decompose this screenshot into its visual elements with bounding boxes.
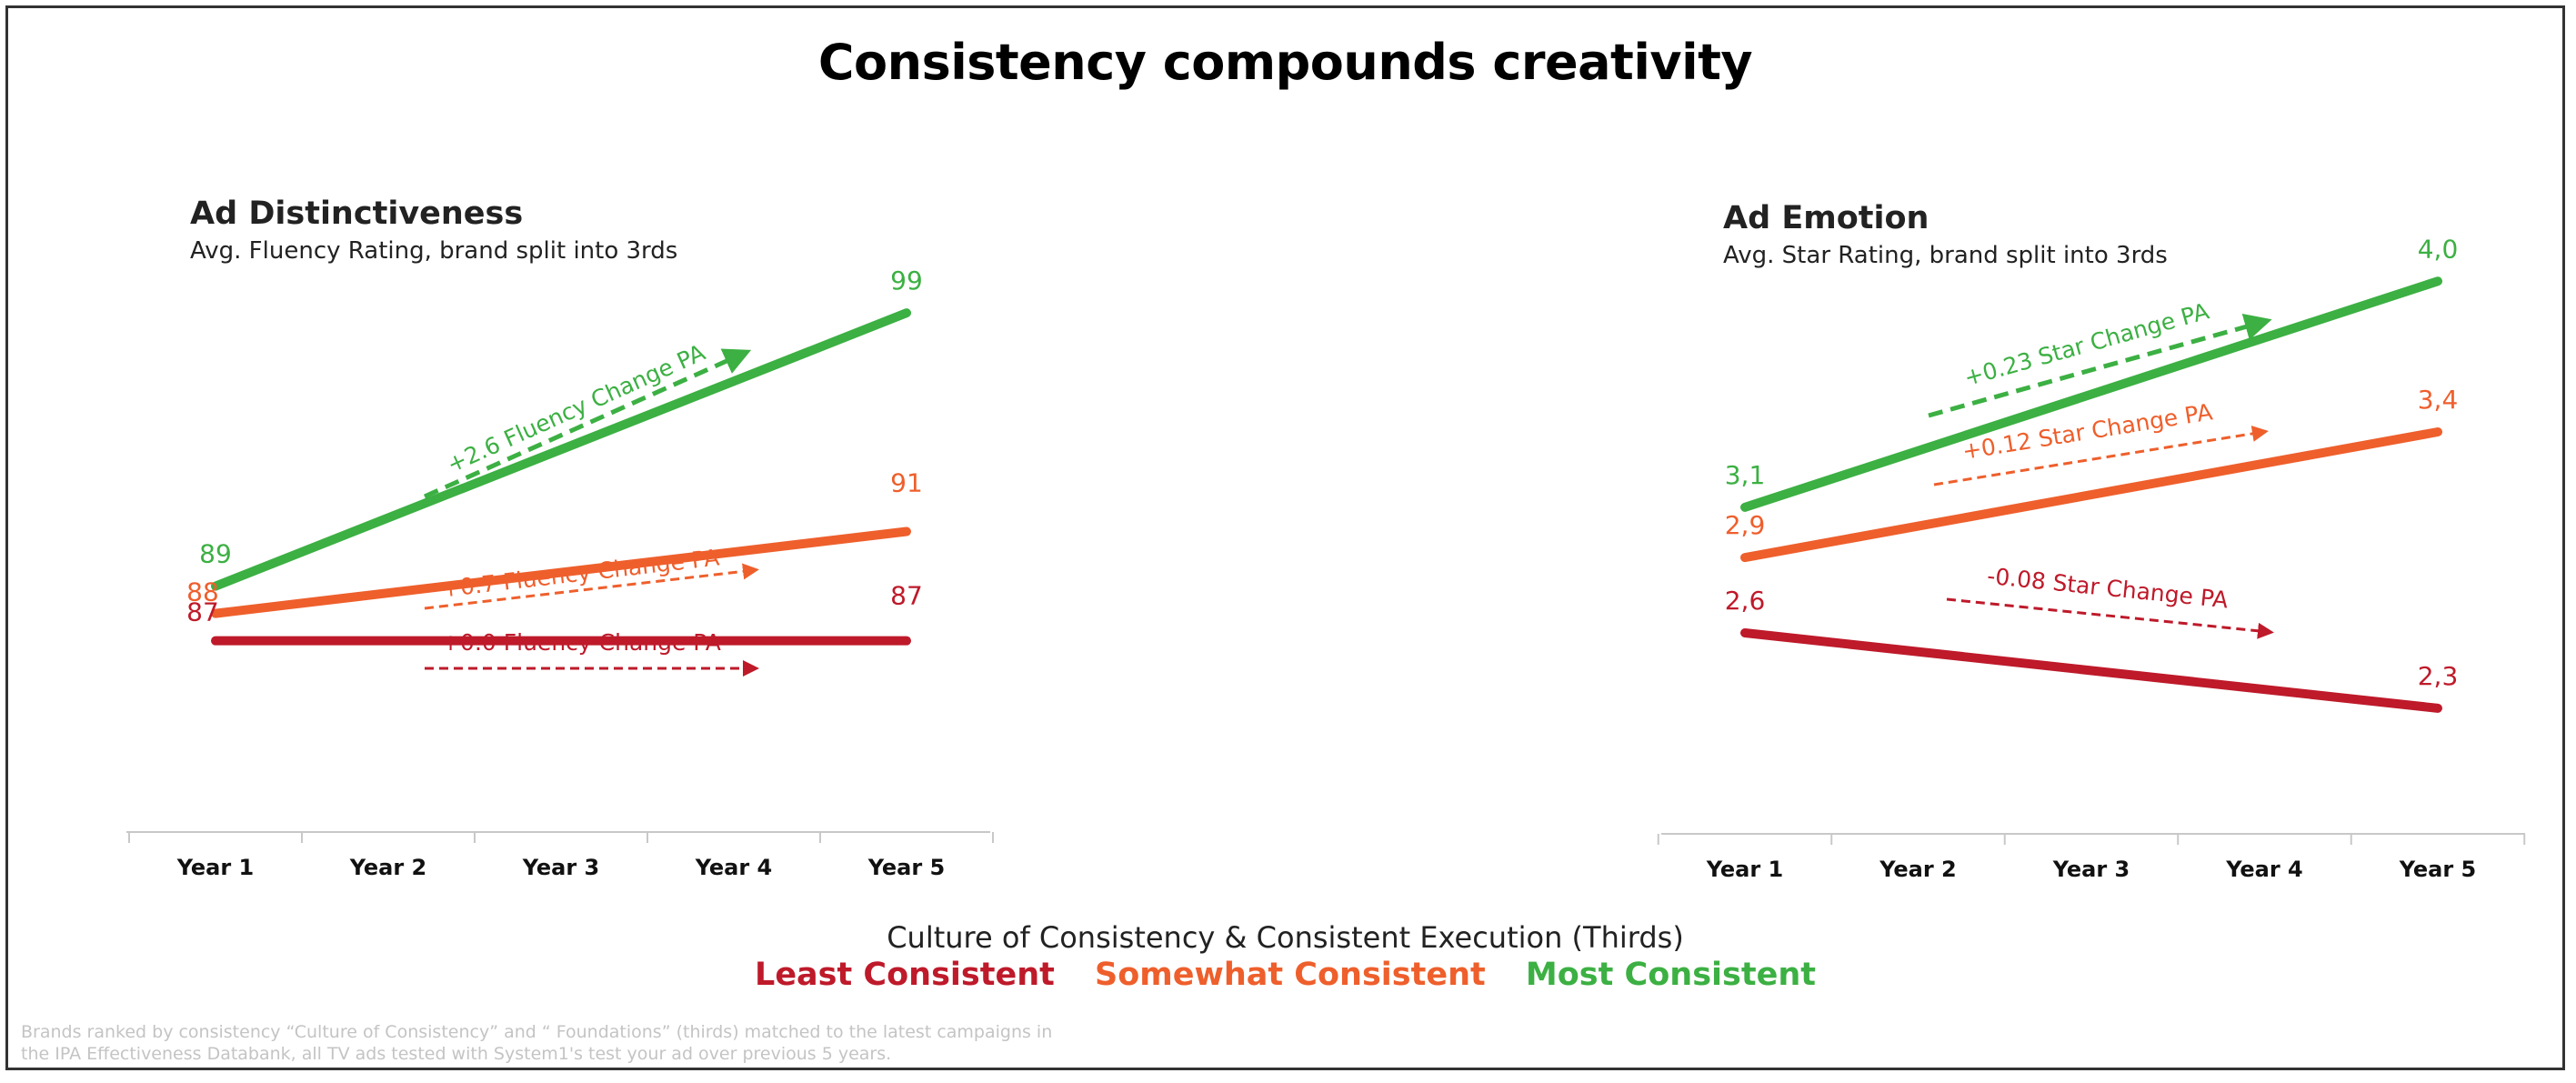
legend-item-most: Most Consistent bbox=[1525, 957, 1816, 993]
distinctiveness-x-tick-label: Year 5 bbox=[867, 855, 946, 880]
page-title: Consistency compounds creativity bbox=[817, 34, 1753, 91]
emotion-trend-arrow bbox=[1946, 597, 2274, 639]
distinctiveness-data-label: 87 bbox=[890, 581, 923, 611]
footnote: Brands ranked by consistency “Culture of… bbox=[21, 1021, 1203, 1065]
emotion-data-label: 2,6 bbox=[1725, 586, 1766, 616]
emotion-chart-title: Ad Emotion bbox=[1723, 200, 1929, 236]
emotion-trend-arrow bbox=[1928, 313, 2272, 418]
distinctiveness-chart-title: Ad Distinctiveness bbox=[190, 196, 523, 232]
emotion-x-tick-label: Year 3 bbox=[2052, 857, 2130, 882]
emotion-x-tick-label: Year 4 bbox=[2225, 857, 2303, 882]
emotion-data-label: 2,9 bbox=[1725, 510, 1766, 540]
footnote-line: the IPA Effectiveness Databank, all TV a… bbox=[21, 1044, 892, 1064]
distinctiveness-trend-annotation: +0.0 Fluency Change PA bbox=[441, 629, 721, 656]
ad-emotion-chart: Ad Emotion Avg. Star Rating, brand split … bbox=[1657, 200, 2526, 882]
distinctiveness-x-tick-label: Year 2 bbox=[349, 855, 427, 880]
distinctiveness-data-label: 88 bbox=[186, 577, 219, 607]
legend-item-somewhat: Somewhat Consistent bbox=[1095, 957, 1486, 993]
distinctiveness-x-tick-label: Year 4 bbox=[695, 855, 773, 880]
legend-title: Culture of Consistency & Consistent Exec… bbox=[887, 920, 1684, 955]
emotion-trend-annotation: +0.12 Star Change PA bbox=[1960, 398, 2214, 465]
distinctiveness-data-label: 91 bbox=[890, 468, 923, 498]
slide-frame: Consistency compounds creativity Ad Dist… bbox=[5, 5, 2565, 1070]
distinctiveness-trend-annotation: +0.7 Fluency Change PA bbox=[439, 544, 720, 602]
legend: Least Consistent Somewhat Consistent Mos… bbox=[8, 957, 2562, 993]
emotion-data-label: 2,3 bbox=[2418, 661, 2459, 691]
emotion-trend-arrow bbox=[1933, 426, 2269, 486]
legend-item-least: Least Consistent bbox=[755, 957, 1055, 993]
distinctiveness-trend-arrow bbox=[423, 348, 752, 499]
distinctiveness-data-label: 99 bbox=[890, 266, 923, 296]
emotion-chart-subtitle: Avg. Star Rating, brand split into 3rds bbox=[1723, 242, 2168, 269]
footnote-line: Brands ranked by consistency “Culture of… bbox=[21, 1022, 1053, 1042]
emotion-series-line-least-consistent bbox=[1740, 628, 2442, 713]
distinctiveness-chart-subtitle: Avg. Fluency Rating, brand split into 3r… bbox=[190, 237, 677, 265]
ad-distinctiveness-chart: Ad Distinctiveness Avg. Fluency Rating, b… bbox=[126, 196, 994, 880]
emotion-series-line-most-consistent bbox=[1740, 276, 2442, 512]
emotion-data-label: 3,1 bbox=[1725, 460, 1766, 490]
distinctiveness-data-label: 87 bbox=[186, 597, 219, 627]
emotion-data-label: 3,4 bbox=[2418, 385, 2459, 415]
distinctiveness-series-line-most-consistent bbox=[211, 308, 911, 591]
emotion-series-line-somewhat-consistent bbox=[1740, 427, 2442, 563]
emotion-x-tick-label: Year 1 bbox=[1706, 857, 1784, 882]
emotion-x-tick-label: Year 2 bbox=[1879, 857, 1957, 882]
distinctiveness-series-line-somewhat-consistent bbox=[211, 526, 911, 618]
distinctiveness-x-tick-label: Year 1 bbox=[176, 855, 255, 880]
distinctiveness-x-tick-label: Year 3 bbox=[522, 855, 600, 880]
emotion-data-label: 4,0 bbox=[2418, 234, 2459, 264]
distinctiveness-data-label: 89 bbox=[199, 539, 232, 569]
distinctiveness-trend-arrow bbox=[424, 563, 759, 610]
emotion-x-tick-label: Year 5 bbox=[2399, 857, 2477, 882]
